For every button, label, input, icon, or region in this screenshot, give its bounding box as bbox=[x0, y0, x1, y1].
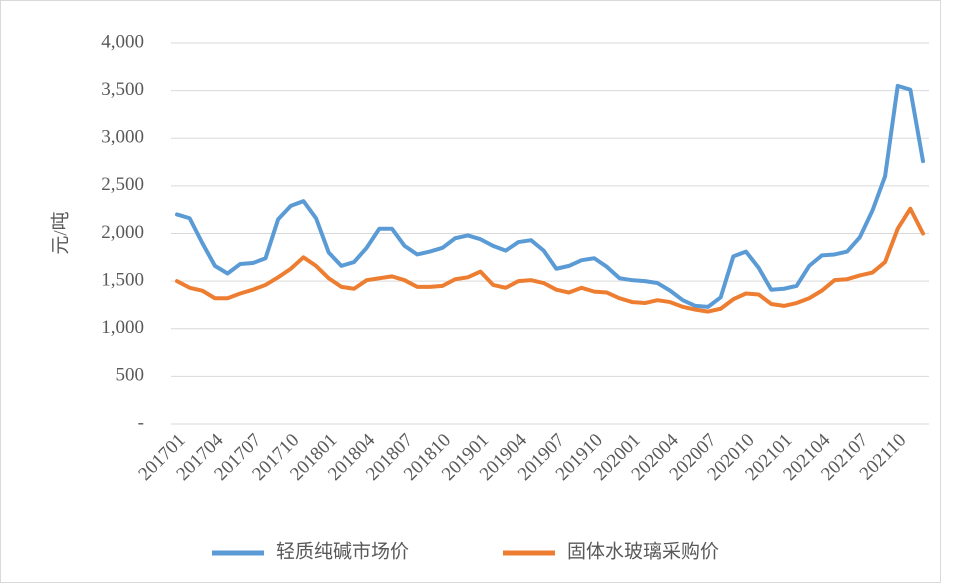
y-tick-label: 4,000 bbox=[101, 31, 144, 52]
legend-label: 轻质纯碱市场价 bbox=[276, 540, 409, 562]
y-axis-label: 元/吨 bbox=[49, 211, 71, 254]
y-tick-label: 2,000 bbox=[101, 222, 144, 243]
y-tick-label: 1,000 bbox=[101, 317, 144, 338]
y-tick-label: 1,500 bbox=[101, 269, 144, 290]
line-series bbox=[175, 206, 925, 314]
y-tick-label: 500 bbox=[116, 365, 145, 386]
legend-label: 固体水玻璃采购价 bbox=[567, 540, 719, 562]
y-tick-label: 2,500 bbox=[101, 174, 144, 195]
y-tick-label: 3,000 bbox=[101, 127, 144, 148]
y-tick-label: - bbox=[138, 412, 144, 433]
line-series bbox=[175, 83, 925, 309]
y-tick-label: 3,500 bbox=[101, 79, 144, 100]
